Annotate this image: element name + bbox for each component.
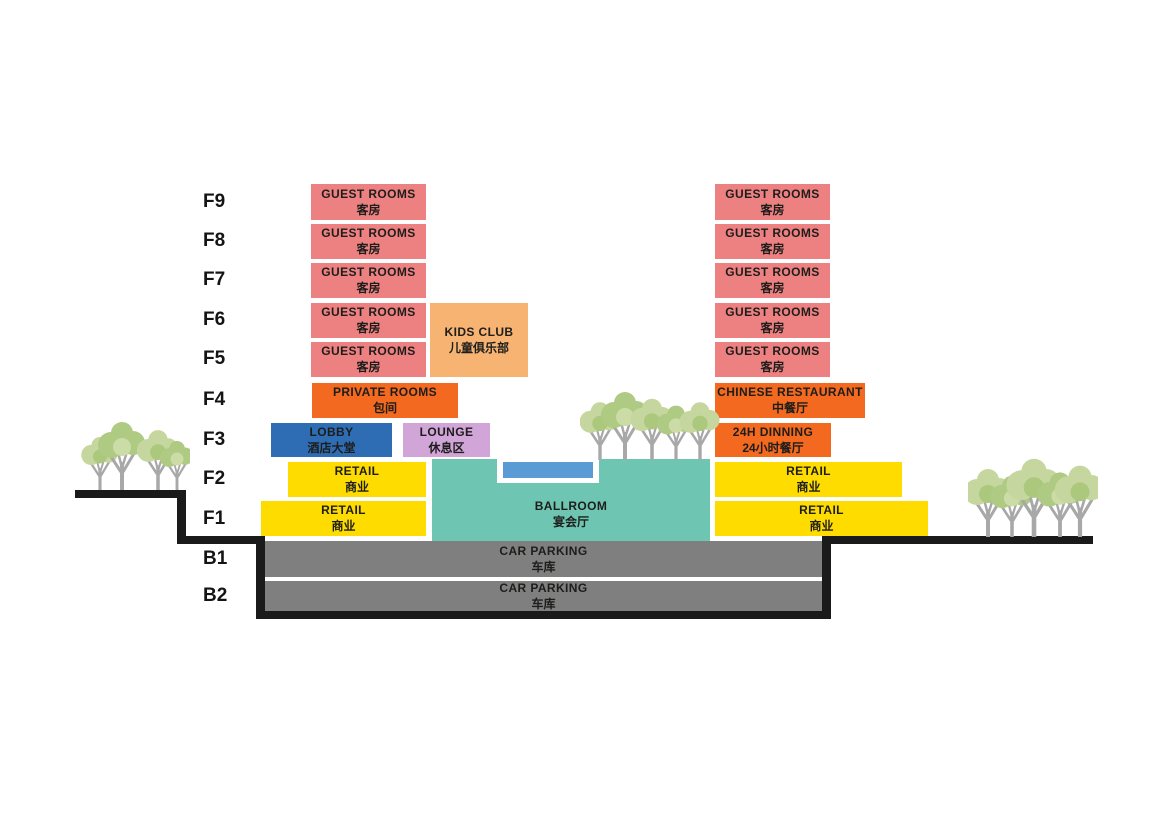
- block-label-cn: 包间: [372, 401, 397, 415]
- ground-line-upper-left: [75, 490, 186, 498]
- block-label-cn: 商业: [796, 480, 821, 494]
- block-guest-rooms-right-f6: GUEST ROOMS 客房: [715, 303, 830, 338]
- block-label-cn: 客房: [356, 202, 381, 217]
- block-ballroom: BALLROOM 宴会厅: [432, 459, 710, 553]
- block-label-en: GUEST ROOMS: [725, 265, 820, 279]
- block-label-en: GUEST ROOMS: [725, 305, 820, 319]
- basement-wall-right: [822, 536, 831, 619]
- block-label-cn: 24小时餐厅: [742, 440, 804, 455]
- block-guest-rooms-left-f6: GUEST ROOMS 客房: [311, 303, 426, 338]
- block-label-cn: 商业: [331, 519, 356, 533]
- block-private-rooms: PRIVATE ROOMS 包间: [312, 383, 458, 418]
- block-label-cn: 宴会厅: [552, 514, 589, 529]
- block-label-en: KIDS CLUB: [444, 324, 514, 339]
- block-label-cn: 商业: [344, 480, 369, 494]
- block-label-cn: 休息区: [428, 440, 465, 455]
- block-car-parking-b1: CAR PARKING 车库: [265, 541, 822, 577]
- floor-label-f9: F9: [203, 191, 226, 212]
- block-24h-dining: 24H DINNING 24小时餐厅: [715, 423, 831, 457]
- block-label-en: CHINESE RESTAURANT: [717, 385, 863, 399]
- block-label-en: GUEST ROOMS: [321, 344, 416, 358]
- block-label-en: RETAIL: [799, 503, 844, 517]
- block-guest-rooms-left-f5: GUEST ROOMS 客房: [311, 342, 426, 377]
- block-label-en: GUEST ROOMS: [321, 186, 416, 201]
- ground-line-right: [822, 536, 1093, 544]
- block-label-en: RETAIL: [786, 464, 831, 478]
- block-guest-rooms-left-f8: GUEST ROOMS 客房: [311, 224, 426, 259]
- block-label-cn: 客房: [356, 242, 381, 256]
- block-lobby: LOBBY 酒店大堂: [271, 423, 392, 457]
- block-label-en: GUEST ROOMS: [725, 186, 820, 201]
- block-label-en: PRIVATE ROOMS: [332, 385, 438, 399]
- block-label-en: GUEST ROOMS: [321, 265, 416, 279]
- block-label-en: LOUNGE: [419, 424, 474, 439]
- block-label-cn: 客房: [760, 360, 785, 374]
- floor-label-b1: B1: [203, 548, 228, 569]
- block-label-cn: 中餐厅: [771, 401, 808, 415]
- block-label-en: GUEST ROOMS: [725, 226, 820, 240]
- block-retail-left-f1: RETAIL 商业: [261, 501, 426, 536]
- block-label-cn: 酒店大堂: [307, 440, 356, 455]
- pool-surround: [497, 459, 599, 483]
- floor-label-f6: F6: [203, 309, 226, 330]
- block-retail-left-f2: RETAIL 商业: [288, 462, 426, 497]
- ground-line-lower-left: [177, 536, 265, 544]
- ground-step-left: [177, 490, 186, 544]
- floor-label-f4: F4: [203, 389, 226, 410]
- block-label-cn: 车库: [531, 559, 556, 574]
- block-label-cn: 儿童俱乐部: [448, 340, 509, 355]
- pool-block: [503, 462, 593, 478]
- tree-icon: [677, 400, 720, 461]
- block-label-en: RETAIL: [321, 503, 366, 517]
- floor-label-f1: F1: [203, 508, 226, 529]
- block-label-cn: 客房: [356, 321, 381, 335]
- tree-icon: [96, 420, 147, 491]
- block-label-cn: 商业: [809, 519, 834, 533]
- block-label-cn: 客房: [760, 281, 785, 295]
- block-label-en: CAR PARKING: [499, 543, 588, 558]
- block-car-parking-b2: CAR PARKING 车库: [265, 581, 822, 611]
- block-guest-rooms-left-f9: GUEST ROOMS 客房: [311, 184, 426, 220]
- block-lounge: LOUNGE 休息区: [403, 423, 490, 457]
- block-kids-club: KIDS CLUB 儿童俱乐部: [430, 303, 528, 377]
- block-label-en: CAR PARKING: [499, 580, 588, 595]
- trees-right: [968, 452, 1098, 538]
- block-label-cn: 客房: [760, 321, 785, 335]
- floor-label-f7: F7: [203, 269, 226, 290]
- floor-label-f2: F2: [203, 468, 226, 489]
- floor-label-f8: F8: [203, 230, 226, 251]
- floor-label-b2: B2: [203, 585, 228, 606]
- block-retail-right-f1: RETAIL 商业: [715, 501, 928, 536]
- block-label-en: LOBBY: [309, 424, 354, 439]
- block-label-cn: 车库: [531, 596, 556, 611]
- block-guest-rooms-right-f9: GUEST ROOMS 客房: [715, 184, 830, 220]
- block-guest-rooms-right-f5: GUEST ROOMS 客房: [715, 342, 830, 377]
- block-retail-right-f2: RETAIL 商业: [715, 462, 902, 497]
- block-guest-rooms-right-f7: GUEST ROOMS 客房: [715, 263, 830, 298]
- block-label-en: 24H DINNING: [732, 424, 814, 439]
- floor-label-f5: F5: [203, 348, 226, 369]
- block-label-cn: 客房: [356, 360, 381, 374]
- block-chinese-restaurant: CHINESE RESTAURANT 中餐厅: [715, 383, 865, 418]
- block-label-cn: 客房: [760, 202, 785, 217]
- floor-label-f3: F3: [203, 429, 226, 450]
- trees-left: [79, 420, 190, 491]
- basement-floor-line: [256, 611, 831, 619]
- block-guest-rooms-right-f8: GUEST ROOMS 客房: [715, 224, 830, 259]
- basement-wall-left: [256, 536, 265, 619]
- block-label-en: RETAIL: [334, 464, 380, 478]
- trees-middle: [580, 390, 720, 461]
- block-guest-rooms-left-f7: GUEST ROOMS 客房: [311, 263, 426, 298]
- block-label-cn: 客房: [760, 242, 785, 256]
- block-label-cn: 客房: [356, 281, 381, 295]
- block-label-en: GUEST ROOMS: [725, 344, 820, 358]
- block-label-en: GUEST ROOMS: [321, 226, 416, 240]
- block-label-en: GUEST ROOMS: [321, 305, 416, 319]
- block-label-en: BALLROOM: [534, 498, 608, 513]
